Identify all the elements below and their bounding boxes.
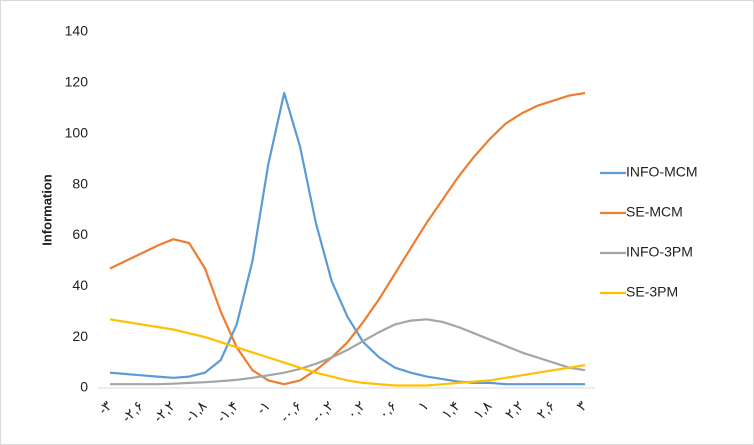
legend-label: SE-MCM: [626, 204, 683, 220]
y-tick-label: 120: [65, 74, 89, 90]
series-line: [109, 91, 586, 386]
y-tick-label: 80: [72, 175, 88, 191]
y-tick-label: 20: [72, 328, 88, 344]
y-tick-label: 140: [65, 23, 89, 39]
y-tick-label: 100: [65, 124, 89, 140]
y-tick-label: 40: [72, 277, 88, 293]
y-tick-label: 60: [72, 226, 88, 242]
series-line: [109, 91, 585, 386]
y-tick-label: 0: [80, 379, 88, 395]
series-line: [109, 318, 586, 387]
series-line: [110, 318, 586, 386]
legend-label: SE-3PM: [626, 284, 678, 300]
y-axis-label: Information: [39, 174, 54, 246]
legend-label: INFO-MCM: [626, 164, 698, 180]
legend-label: INFO-3PM: [626, 244, 693, 260]
